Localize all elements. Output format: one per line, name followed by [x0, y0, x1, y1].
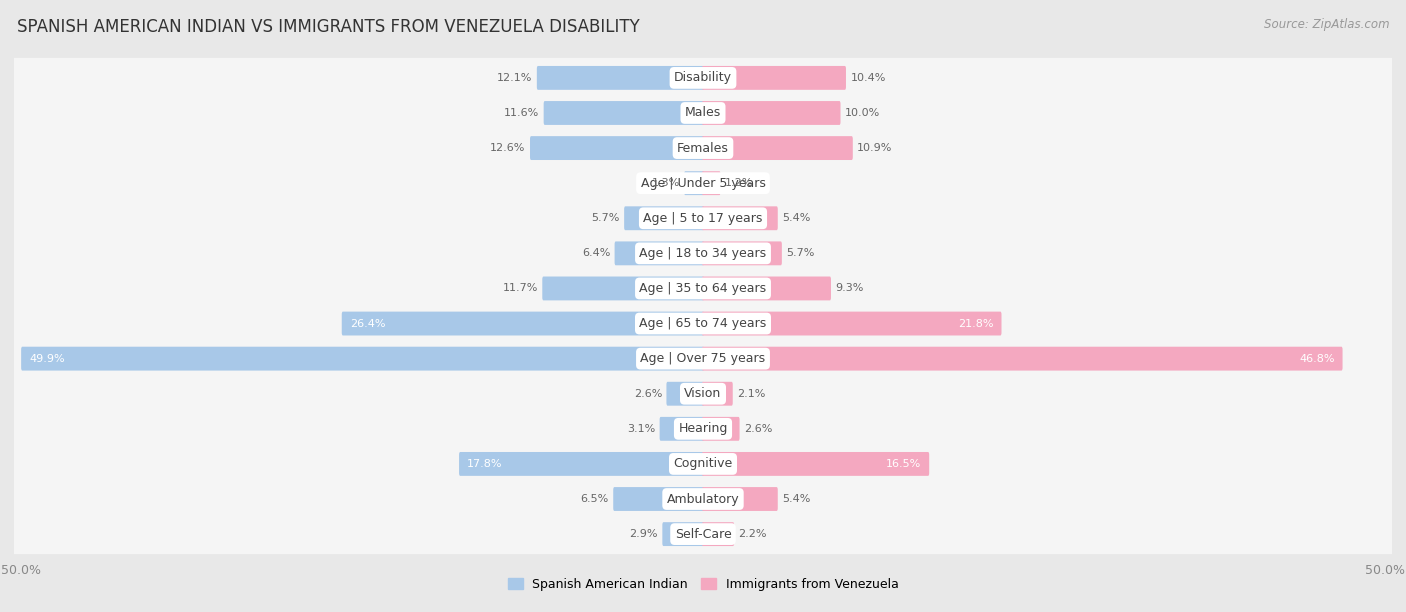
FancyBboxPatch shape — [21, 347, 704, 371]
FancyBboxPatch shape — [702, 66, 846, 90]
Text: Hearing: Hearing — [678, 422, 728, 435]
FancyBboxPatch shape — [460, 452, 704, 476]
FancyBboxPatch shape — [702, 136, 853, 160]
FancyBboxPatch shape — [13, 269, 1393, 308]
Text: 5.4%: 5.4% — [782, 494, 810, 504]
FancyBboxPatch shape — [13, 128, 1393, 168]
Text: Age | Over 75 years: Age | Over 75 years — [641, 352, 765, 365]
FancyBboxPatch shape — [614, 241, 704, 265]
FancyBboxPatch shape — [702, 382, 733, 406]
Text: Vision: Vision — [685, 387, 721, 400]
Text: 21.8%: 21.8% — [957, 319, 994, 329]
Text: Ambulatory: Ambulatory — [666, 493, 740, 506]
Text: 6.5%: 6.5% — [581, 494, 609, 504]
Text: 2.6%: 2.6% — [634, 389, 662, 399]
Text: 10.9%: 10.9% — [858, 143, 893, 153]
Legend: Spanish American Indian, Immigrants from Venezuela: Spanish American Indian, Immigrants from… — [502, 573, 904, 596]
FancyBboxPatch shape — [702, 487, 778, 511]
Text: Age | 5 to 17 years: Age | 5 to 17 years — [644, 212, 762, 225]
Text: Females: Females — [678, 141, 728, 155]
FancyBboxPatch shape — [702, 312, 1001, 335]
Text: 10.4%: 10.4% — [851, 73, 886, 83]
FancyBboxPatch shape — [530, 136, 704, 160]
FancyBboxPatch shape — [13, 374, 1393, 414]
Text: 12.6%: 12.6% — [491, 143, 526, 153]
FancyBboxPatch shape — [13, 304, 1393, 343]
Text: 1.2%: 1.2% — [725, 178, 754, 188]
FancyBboxPatch shape — [544, 101, 704, 125]
FancyBboxPatch shape — [13, 444, 1393, 484]
Text: 5.7%: 5.7% — [786, 248, 814, 258]
Text: 11.6%: 11.6% — [503, 108, 540, 118]
Text: 10.0%: 10.0% — [845, 108, 880, 118]
Text: 3.1%: 3.1% — [627, 424, 655, 434]
FancyBboxPatch shape — [662, 522, 704, 546]
FancyBboxPatch shape — [702, 452, 929, 476]
Text: Males: Males — [685, 106, 721, 119]
FancyBboxPatch shape — [13, 163, 1393, 203]
FancyBboxPatch shape — [543, 277, 704, 300]
Text: Self-Care: Self-Care — [675, 528, 731, 540]
Text: Disability: Disability — [673, 72, 733, 84]
Text: 26.4%: 26.4% — [350, 319, 385, 329]
Text: 49.9%: 49.9% — [30, 354, 65, 364]
FancyBboxPatch shape — [13, 233, 1393, 274]
Text: Cognitive: Cognitive — [673, 457, 733, 471]
FancyBboxPatch shape — [13, 338, 1393, 379]
Text: 2.1%: 2.1% — [737, 389, 765, 399]
Text: 1.3%: 1.3% — [651, 178, 681, 188]
Text: Age | 35 to 64 years: Age | 35 to 64 years — [640, 282, 766, 295]
Text: 2.9%: 2.9% — [630, 529, 658, 539]
FancyBboxPatch shape — [685, 171, 704, 195]
FancyBboxPatch shape — [702, 171, 720, 195]
FancyBboxPatch shape — [13, 198, 1393, 238]
Text: 11.7%: 11.7% — [502, 283, 538, 293]
Text: Age | Under 5 years: Age | Under 5 years — [641, 177, 765, 190]
Text: 16.5%: 16.5% — [886, 459, 921, 469]
Text: 2.2%: 2.2% — [738, 529, 766, 539]
Text: 5.7%: 5.7% — [592, 213, 620, 223]
FancyBboxPatch shape — [13, 93, 1393, 133]
FancyBboxPatch shape — [702, 241, 782, 265]
FancyBboxPatch shape — [13, 58, 1393, 98]
FancyBboxPatch shape — [537, 66, 704, 90]
FancyBboxPatch shape — [613, 487, 704, 511]
Text: 46.8%: 46.8% — [1299, 354, 1334, 364]
Text: Source: ZipAtlas.com: Source: ZipAtlas.com — [1264, 18, 1389, 31]
FancyBboxPatch shape — [342, 312, 704, 335]
Text: 12.1%: 12.1% — [498, 73, 533, 83]
FancyBboxPatch shape — [624, 206, 704, 230]
FancyBboxPatch shape — [702, 277, 831, 300]
Text: Age | 18 to 34 years: Age | 18 to 34 years — [640, 247, 766, 260]
FancyBboxPatch shape — [702, 101, 841, 125]
Text: Age | 65 to 74 years: Age | 65 to 74 years — [640, 317, 766, 330]
Text: 6.4%: 6.4% — [582, 248, 610, 258]
FancyBboxPatch shape — [13, 409, 1393, 449]
FancyBboxPatch shape — [659, 417, 704, 441]
FancyBboxPatch shape — [702, 206, 778, 230]
FancyBboxPatch shape — [13, 514, 1393, 554]
Text: 2.6%: 2.6% — [744, 424, 772, 434]
FancyBboxPatch shape — [702, 417, 740, 441]
Text: 9.3%: 9.3% — [835, 283, 863, 293]
Text: SPANISH AMERICAN INDIAN VS IMMIGRANTS FROM VENEZUELA DISABILITY: SPANISH AMERICAN INDIAN VS IMMIGRANTS FR… — [17, 18, 640, 36]
FancyBboxPatch shape — [702, 522, 734, 546]
FancyBboxPatch shape — [13, 479, 1393, 519]
Text: 17.8%: 17.8% — [467, 459, 502, 469]
FancyBboxPatch shape — [666, 382, 704, 406]
FancyBboxPatch shape — [702, 347, 1343, 371]
Text: 5.4%: 5.4% — [782, 213, 810, 223]
